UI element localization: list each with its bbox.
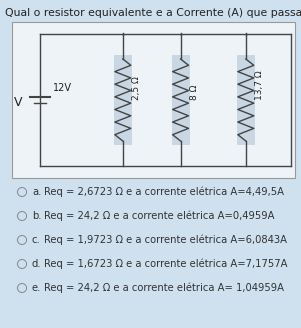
Text: Req = 2,6723 Ω e a corrente elétrica A=4,49,5A: Req = 2,6723 Ω e a corrente elétrica A=4… (44, 187, 284, 197)
Text: Qual o resistor equivalente e a Corrente (A) que passará pelo circuito:: Qual o resistor equivalente e a Corrente… (5, 8, 301, 18)
Text: 8 Ω: 8 Ω (190, 85, 199, 100)
Text: Req = 1,6723 Ω e a corrente elétrica A=7,1757A: Req = 1,6723 Ω e a corrente elétrica A=7… (44, 259, 287, 269)
Text: V: V (14, 95, 23, 109)
Text: e.: e. (32, 283, 41, 293)
Text: Req = 1,9723 Ω e a corrente elétrica A=6,0843A: Req = 1,9723 Ω e a corrente elétrica A=6… (44, 235, 287, 245)
Text: 12V: 12V (53, 83, 72, 93)
Text: d.: d. (32, 259, 42, 269)
Text: c.: c. (32, 235, 41, 245)
Bar (12, 22, 295, 178)
Bar (237, 55, 255, 145)
Text: 13,7 Ω: 13,7 Ω (255, 71, 264, 100)
Text: Req = 24,2 Ω e a corrente elétrica A=0,4959A: Req = 24,2 Ω e a corrente elétrica A=0,4… (44, 211, 275, 221)
Text: a.: a. (32, 187, 41, 197)
Text: Req = 24,2 Ω e a corrente elétrica A= 1,04959A: Req = 24,2 Ω e a corrente elétrica A= 1,… (44, 283, 284, 293)
Text: b.: b. (32, 211, 42, 221)
Bar (172, 55, 190, 145)
Bar (114, 55, 132, 145)
Text: 2,5 Ω: 2,5 Ω (132, 76, 141, 100)
